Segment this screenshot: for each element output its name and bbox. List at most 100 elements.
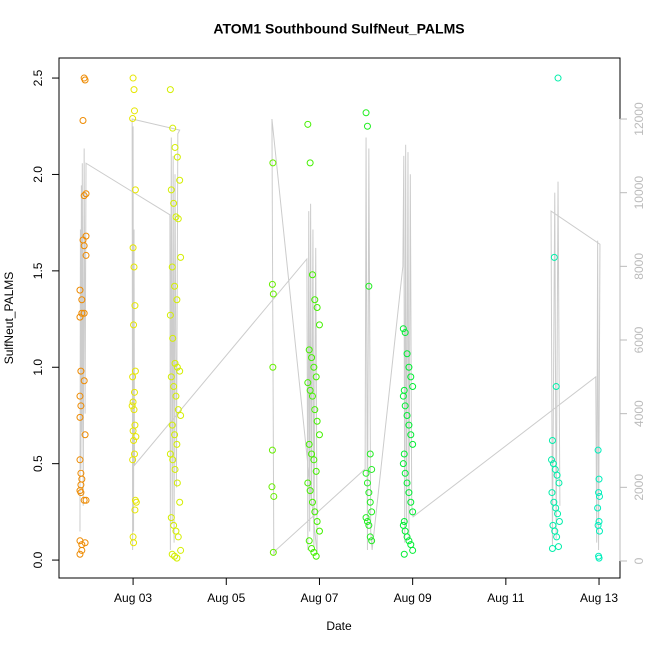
data-point bbox=[409, 508, 417, 516]
data-point bbox=[130, 321, 138, 329]
data-point bbox=[311, 296, 319, 304]
data-point bbox=[315, 321, 323, 329]
data-point bbox=[81, 539, 89, 547]
data-point bbox=[399, 392, 407, 400]
data-point bbox=[403, 350, 411, 358]
data-point bbox=[304, 379, 312, 387]
data-point bbox=[269, 159, 277, 167]
data-point bbox=[170, 521, 178, 529]
data-point bbox=[311, 508, 319, 516]
data-point bbox=[176, 367, 184, 375]
data-point bbox=[311, 406, 319, 414]
data-point bbox=[366, 450, 374, 458]
x-tick-label: Aug 05 bbox=[207, 591, 245, 605]
data-point bbox=[172, 213, 180, 221]
data-point bbox=[174, 406, 182, 414]
data-point bbox=[129, 115, 137, 123]
data-point bbox=[365, 489, 373, 497]
data-point bbox=[170, 199, 178, 207]
data-point bbox=[312, 552, 320, 560]
data-point bbox=[399, 521, 407, 529]
data-point bbox=[304, 120, 312, 128]
data-point bbox=[315, 431, 323, 439]
data-point bbox=[306, 159, 314, 167]
data-point bbox=[129, 373, 137, 381]
data-point bbox=[363, 479, 371, 487]
y2-tick-label: 8000 bbox=[632, 253, 646, 280]
data-point bbox=[368, 537, 376, 545]
y2-tick-label: 6000 bbox=[632, 326, 646, 353]
data-point bbox=[177, 411, 185, 419]
x-tick-label: Aug 09 bbox=[394, 591, 432, 605]
data-point bbox=[313, 303, 321, 311]
data-point bbox=[81, 431, 89, 439]
data-point bbox=[171, 282, 179, 290]
data-point bbox=[130, 406, 138, 414]
data-point bbox=[306, 386, 314, 394]
y-tick-label: 1.0 bbox=[31, 359, 45, 376]
data-point bbox=[130, 437, 138, 445]
data-point bbox=[403, 479, 411, 487]
data-point bbox=[268, 483, 276, 491]
data-point bbox=[362, 109, 370, 117]
data-point bbox=[131, 186, 139, 194]
data-point bbox=[594, 446, 602, 454]
data-point bbox=[400, 450, 408, 458]
data-point bbox=[78, 546, 86, 554]
y-axis-label: SulfNeut_PALMS bbox=[2, 272, 16, 365]
data-point bbox=[595, 518, 603, 526]
data-point bbox=[80, 496, 88, 504]
data-line bbox=[79, 118, 601, 556]
y-tick-label: 2.0 bbox=[31, 166, 45, 183]
data-point bbox=[166, 450, 174, 458]
data-point bbox=[82, 496, 90, 504]
data-point bbox=[170, 383, 178, 391]
data-point bbox=[177, 546, 185, 554]
data-point bbox=[79, 116, 87, 124]
data-point bbox=[173, 153, 181, 161]
data-point bbox=[403, 411, 411, 419]
data-point bbox=[173, 363, 181, 371]
data-point bbox=[76, 286, 84, 294]
data-point bbox=[268, 446, 276, 454]
data-point bbox=[365, 521, 373, 529]
data-point bbox=[80, 242, 88, 250]
data-point bbox=[169, 456, 177, 464]
data-point bbox=[595, 489, 603, 497]
plot-area bbox=[76, 74, 603, 562]
y-tick-label: 1.5 bbox=[31, 262, 45, 279]
data-point bbox=[128, 402, 136, 410]
data-point bbox=[80, 377, 88, 385]
data-point bbox=[305, 346, 313, 354]
data-point bbox=[553, 533, 561, 541]
chart-title: ATOM1 Southbound SulfNeut_PALMS bbox=[213, 21, 464, 37]
data-point bbox=[172, 392, 180, 400]
data-point bbox=[171, 431, 179, 439]
data-point bbox=[167, 514, 175, 522]
data-point bbox=[365, 282, 373, 290]
data-point bbox=[174, 215, 182, 223]
data-point bbox=[131, 367, 139, 375]
data-point bbox=[308, 498, 316, 506]
data-point bbox=[315, 527, 323, 535]
data-point bbox=[166, 86, 174, 94]
data-point bbox=[308, 545, 316, 553]
data-point bbox=[130, 107, 138, 115]
data-point bbox=[270, 492, 278, 500]
data-point bbox=[399, 460, 407, 468]
data-point bbox=[308, 450, 316, 458]
data-point bbox=[269, 290, 277, 298]
data-point bbox=[269, 548, 277, 556]
y-tick-label: 2.5 bbox=[31, 69, 45, 86]
data-point bbox=[409, 383, 417, 391]
data-point bbox=[308, 354, 316, 362]
data-point bbox=[405, 489, 413, 497]
data-point bbox=[399, 325, 407, 333]
data-point bbox=[167, 373, 175, 381]
data-point bbox=[77, 367, 85, 375]
data-point bbox=[129, 398, 137, 406]
data-point bbox=[401, 469, 409, 477]
data-point bbox=[401, 329, 409, 337]
data-point bbox=[594, 504, 602, 512]
